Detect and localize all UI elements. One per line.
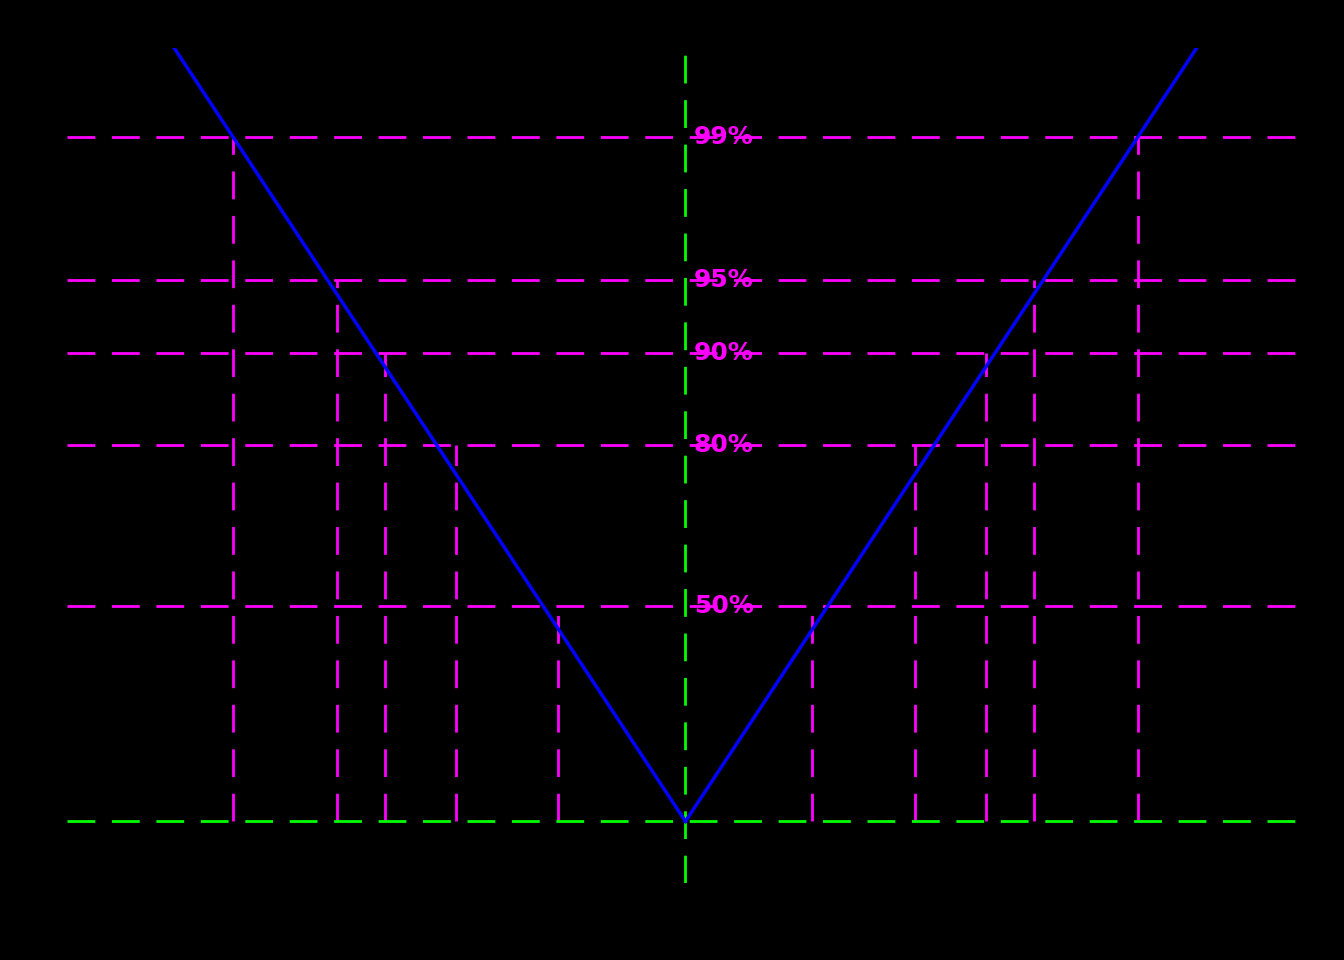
Text: 95%: 95%	[694, 268, 754, 292]
Text: 99%: 99%	[694, 125, 754, 149]
Text: 90%: 90%	[694, 342, 754, 366]
Text: 50%: 50%	[694, 593, 754, 617]
Text: 80%: 80%	[694, 433, 754, 457]
